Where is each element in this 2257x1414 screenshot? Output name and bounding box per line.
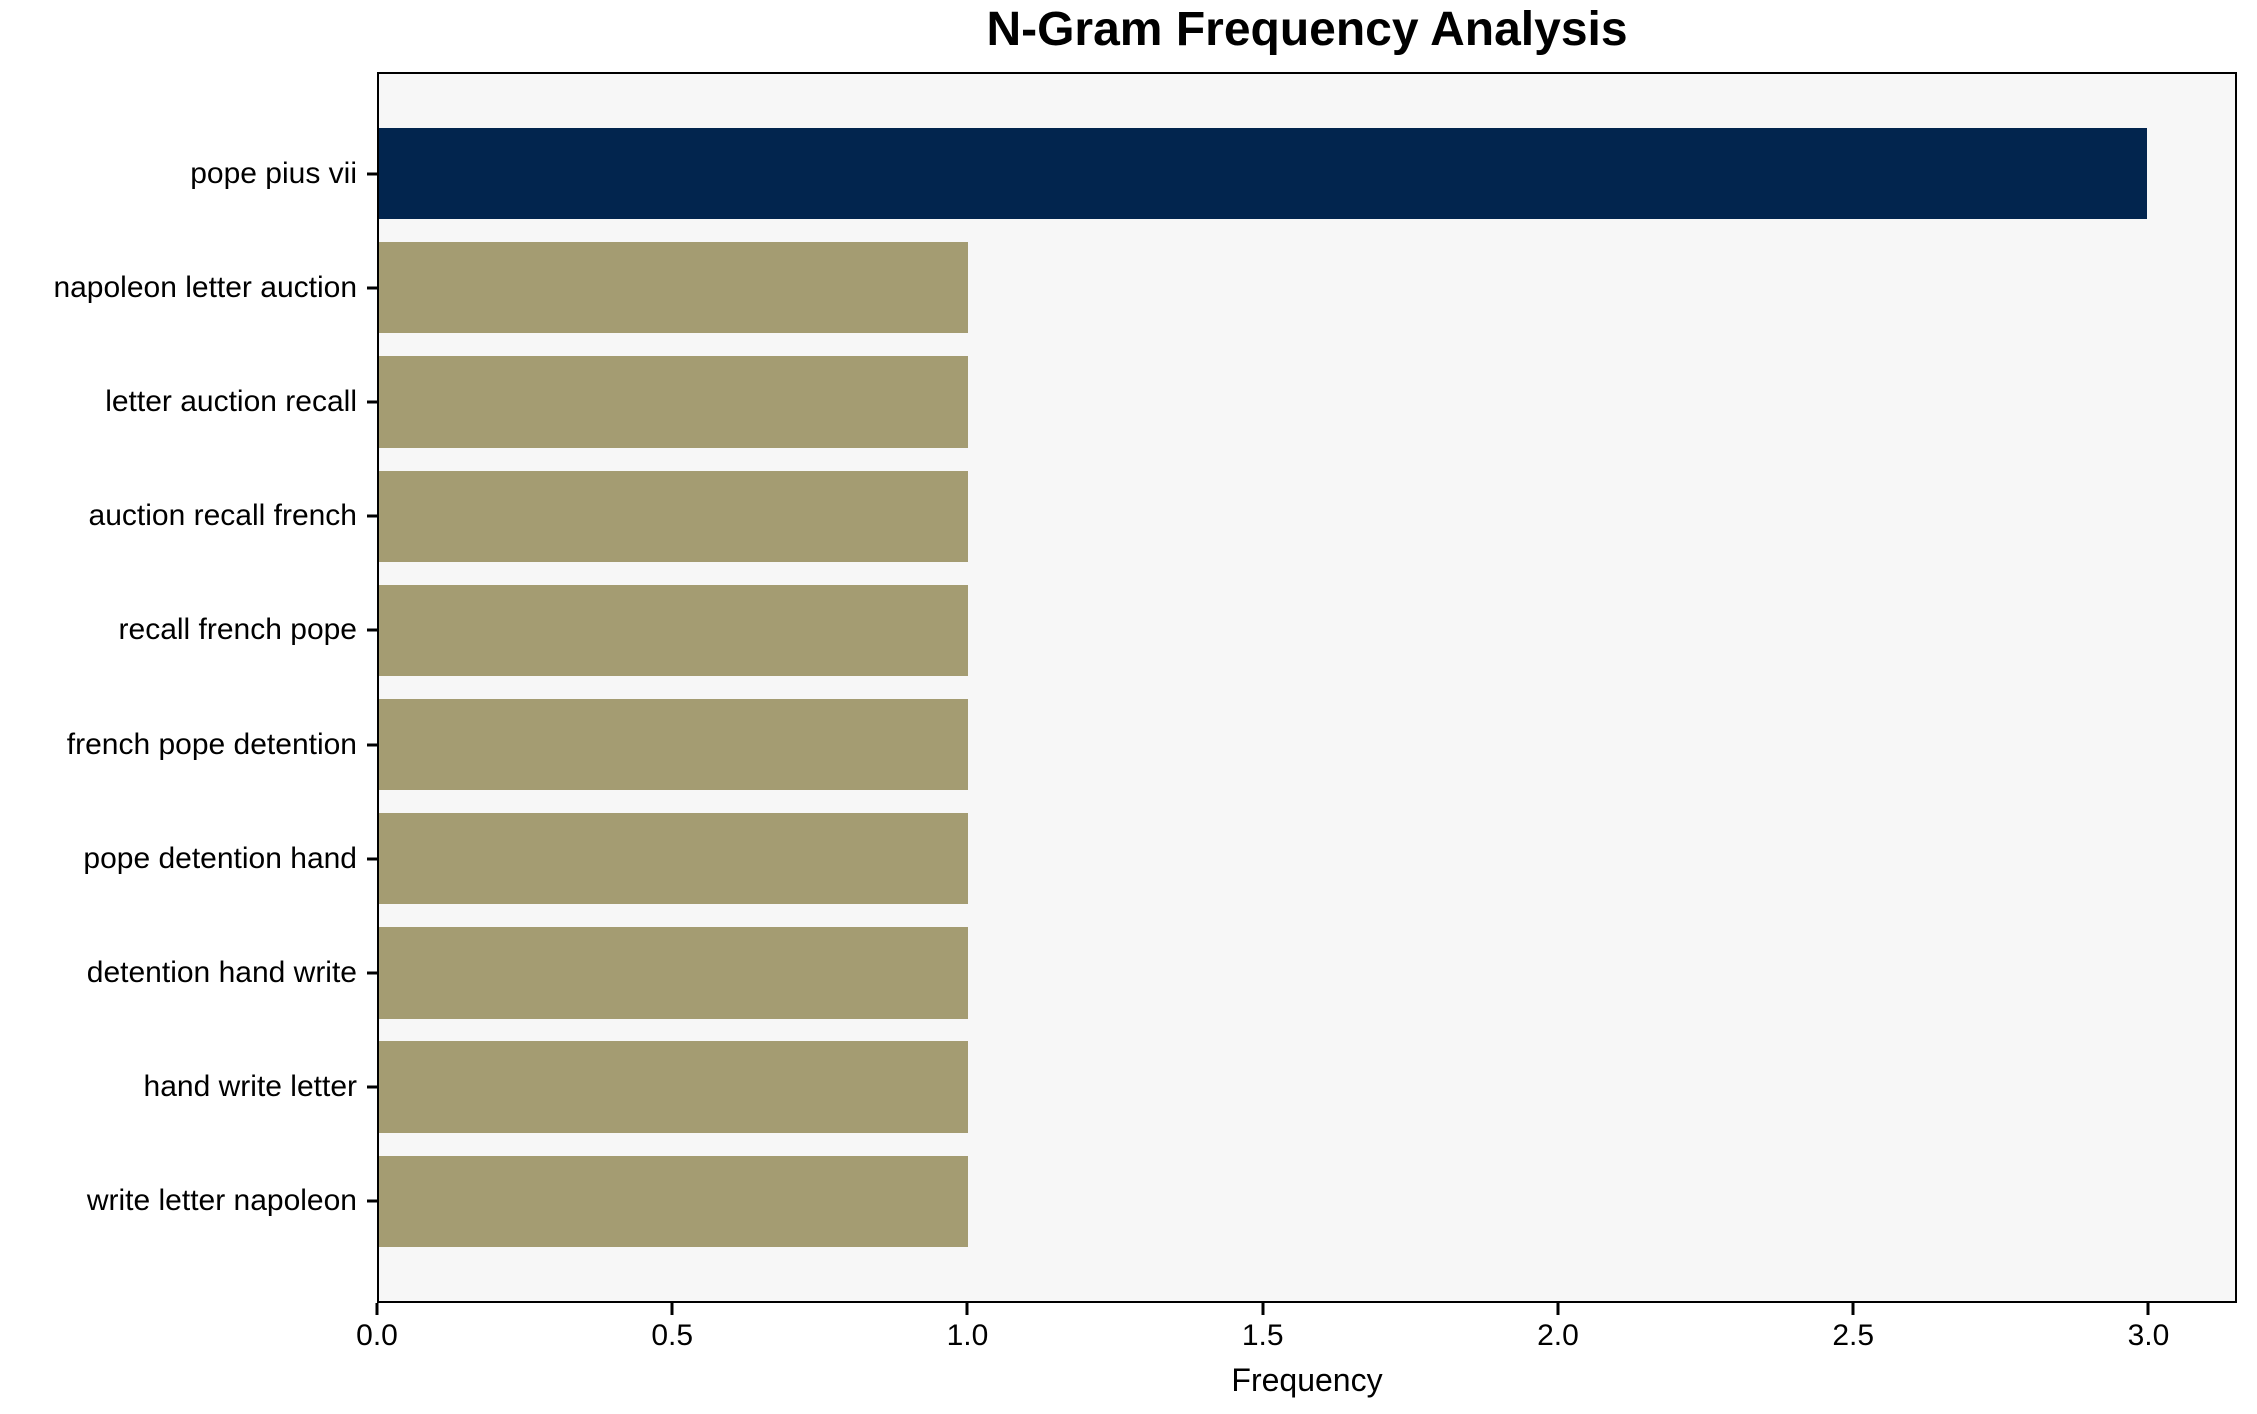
bar (379, 1041, 969, 1133)
y-tick-mark (367, 172, 377, 176)
bar (379, 470, 969, 562)
bar (379, 813, 969, 905)
bar (379, 698, 969, 791)
y-axis-label: pope detention hand (83, 841, 357, 875)
x-tick-label: 0.0 (356, 1319, 398, 1352)
x-tick-mark (965, 1303, 969, 1315)
plot-area (377, 72, 2237, 1303)
x-axis-label: Frequency (1231, 1362, 1383, 1398)
bar (379, 927, 969, 1019)
x-tick-label: 0.5 (651, 1319, 694, 1352)
x-tick-mark (1261, 1303, 1265, 1315)
y-axis-label: auction recall french (88, 499, 357, 533)
y-axis-label: hand write letter (143, 1070, 357, 1104)
y-tick-mark (367, 514, 377, 518)
x-tick-mark (375, 1303, 379, 1315)
x-tick-label: 3.0 (2127, 1319, 2170, 1352)
bar (379, 356, 969, 448)
bar (379, 584, 969, 677)
bar (379, 1155, 969, 1248)
y-tick-mark (367, 857, 377, 861)
x-tick-mark (1556, 1303, 1560, 1315)
y-tick-mark (367, 971, 377, 975)
x-tick-label: 1.5 (1241, 1319, 1284, 1352)
y-tick-mark (367, 743, 377, 747)
x-tick-mark (2146, 1303, 2150, 1315)
chart-title: N-Gram Frequency Analysis (986, 3, 1628, 56)
y-tick-mark (367, 1085, 377, 1089)
y-axis-label: letter auction recall (105, 385, 357, 419)
x-tick-label: 1.0 (946, 1319, 989, 1352)
y-axis-label: pope pius vii (190, 156, 357, 190)
x-tick-mark (1851, 1303, 1855, 1315)
x-tick-mark (670, 1303, 674, 1315)
y-axis-label: napoleon letter auction (53, 270, 357, 304)
y-axis-label: detention hand write (86, 955, 357, 989)
y-tick-mark (367, 1199, 377, 1203)
y-tick-mark (367, 628, 377, 632)
y-tick-mark (367, 400, 377, 404)
x-tick-label: 2.5 (1832, 1319, 1875, 1352)
x-tick-label: 2.0 (1537, 1319, 1579, 1352)
y-axis-label: french pope detention (66, 727, 357, 761)
y-axis-label: recall french pope (118, 613, 357, 647)
y-tick-mark (367, 286, 377, 290)
bar (379, 242, 969, 334)
bar (379, 127, 2147, 220)
y-axis-label: write letter napoleon (86, 1184, 357, 1218)
